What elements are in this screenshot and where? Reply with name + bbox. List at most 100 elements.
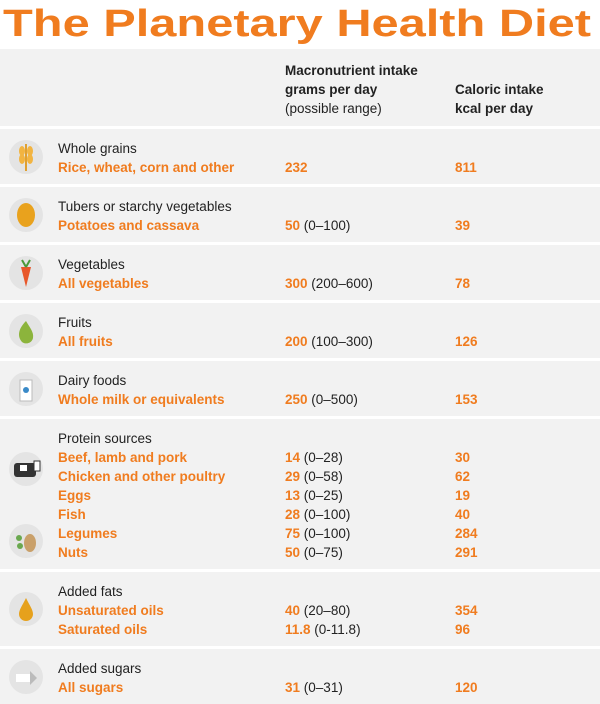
grams-cell: 75 (0–100)	[285, 524, 350, 543]
grams: 232	[285, 160, 308, 175]
kcal: 40	[455, 507, 471, 522]
header-text: (possible range)	[285, 101, 382, 116]
group-row: Protein sources Beef, lamb and pork 14 (0–…	[0, 419, 600, 569]
grams-cell: 14 (0–28)	[285, 448, 343, 467]
range: (0–25)	[303, 488, 343, 503]
range: (100–300)	[311, 334, 373, 349]
range: (20–80)	[303, 603, 351, 618]
item-label: Eggs	[58, 488, 92, 503]
intake-header: Macronutrient intake grams per day (poss…	[285, 61, 418, 118]
kcal: 96	[455, 622, 471, 637]
grams: 300	[285, 276, 308, 291]
group-name: Dairy foods	[58, 373, 127, 388]
group-row: Added sugars All sugars 31 (0–31) 120	[0, 649, 600, 704]
kcal: 30	[455, 450, 471, 465]
food-icon	[9, 139, 43, 174]
food-icon	[9, 524, 43, 558]
item-label: Chicken and other poultry	[58, 469, 226, 484]
grams-cell: 232	[285, 158, 308, 177]
group-row: Added fats Unsaturated oils 40 (20–80) 354 S…	[0, 572, 600, 646]
grams-cell: 50 (0–75)	[285, 543, 343, 562]
item-label: All sugars	[58, 680, 124, 695]
range: (0-11.8)	[314, 622, 361, 637]
item-label: Whole milk or equivalents	[58, 392, 225, 407]
kcal: 62	[455, 469, 471, 484]
food-icon	[9, 313, 43, 348]
grams-cell: 28 (0–100)	[285, 505, 350, 524]
grams: 29	[285, 469, 301, 484]
group-row: Fruits All fruits 200 (100–300) 126	[0, 303, 600, 358]
range: (0–75)	[303, 545, 343, 560]
kcal: 126	[455, 334, 478, 349]
grams: 75	[285, 526, 301, 541]
range: (0–500)	[311, 392, 358, 407]
grams: 50	[285, 218, 301, 233]
group-name: Added fats	[58, 584, 123, 599]
header-text: kcal per day	[455, 101, 534, 116]
kcal: 811	[455, 160, 477, 175]
grams-cell: 40 (20–80)	[285, 601, 350, 620]
kcal: 354	[455, 603, 478, 618]
grams-cell: 250 (0–500)	[285, 390, 358, 409]
grams-cell: 29 (0–58)	[285, 467, 343, 486]
grams: 200	[285, 334, 308, 349]
range: (0–100)	[303, 218, 351, 233]
grams-cell: 300 (200–600)	[285, 274, 373, 293]
food-icon	[9, 255, 43, 290]
grams-cell: 200 (100–300)	[285, 332, 373, 351]
item-label: Unsaturated oils	[58, 603, 164, 618]
group-name: Tubers or starchy vegetables	[58, 199, 232, 214]
group-row: Whole grains Rice, wheat, corn and other 2…	[0, 129, 600, 184]
kcal: 39	[455, 218, 471, 233]
group-name: Protein sources	[58, 431, 152, 446]
group-row: Vegetables All vegetables 300 (200–600) 78	[0, 245, 600, 300]
kcal: 284	[455, 526, 478, 541]
food-icon	[9, 592, 43, 626]
group-name: Whole grains	[58, 141, 137, 156]
header-text: Macronutrient intake	[285, 63, 418, 78]
item-label: Potatoes and cassava	[58, 218, 200, 233]
grams: 31	[285, 680, 301, 695]
grams: 250	[285, 392, 308, 407]
grams: 13	[285, 488, 301, 503]
group-name: Fruits	[58, 315, 92, 330]
range: (0–31)	[303, 680, 343, 695]
grams: 50	[285, 545, 301, 560]
range: (200–600)	[311, 276, 373, 291]
item-label: Rice, wheat, corn and other	[58, 160, 235, 175]
range: (0–100)	[303, 526, 351, 541]
range: (0–58)	[303, 469, 343, 484]
grams-cell: 11.8 (0-11.8)	[285, 620, 361, 639]
grams: 14	[285, 450, 301, 465]
group-row: Dairy foods Whole milk or equivalents 250 …	[0, 361, 600, 416]
item-label: Nuts	[58, 545, 88, 560]
grams: 28	[285, 507, 301, 522]
grams: 40	[285, 603, 301, 618]
kcal: 19	[455, 488, 471, 503]
item-label: Fish	[58, 507, 86, 522]
kcal: 153	[455, 392, 478, 407]
food-icon	[9, 452, 43, 486]
group-name: Vegetables	[58, 257, 125, 272]
grams: 11.8	[285, 622, 311, 637]
food-icon	[9, 197, 43, 232]
title: The Planetary Health Diet	[3, 3, 591, 45]
item-label: All fruits	[58, 334, 113, 349]
grams-cell: 13 (0–25)	[285, 486, 343, 505]
header-text: grams per day	[285, 82, 378, 97]
food-icon	[9, 371, 43, 406]
calories-header: Caloric intake kcal per day	[455, 80, 544, 118]
food-icon	[9, 659, 43, 694]
grams-cell: 50 (0–100)	[285, 216, 350, 235]
item-label: Legumes	[58, 526, 118, 541]
kcal: 120	[455, 680, 478, 695]
kcal: 291	[455, 545, 478, 560]
range: (0–100)	[303, 507, 351, 522]
item-label: Beef, lamb and pork	[58, 450, 188, 465]
header-text: Caloric intake	[455, 82, 544, 97]
item-label: Saturated oils	[58, 622, 148, 637]
item-label: All vegetables	[58, 276, 149, 291]
group-name: Added sugars	[58, 661, 142, 676]
range: (0–28)	[303, 450, 343, 465]
